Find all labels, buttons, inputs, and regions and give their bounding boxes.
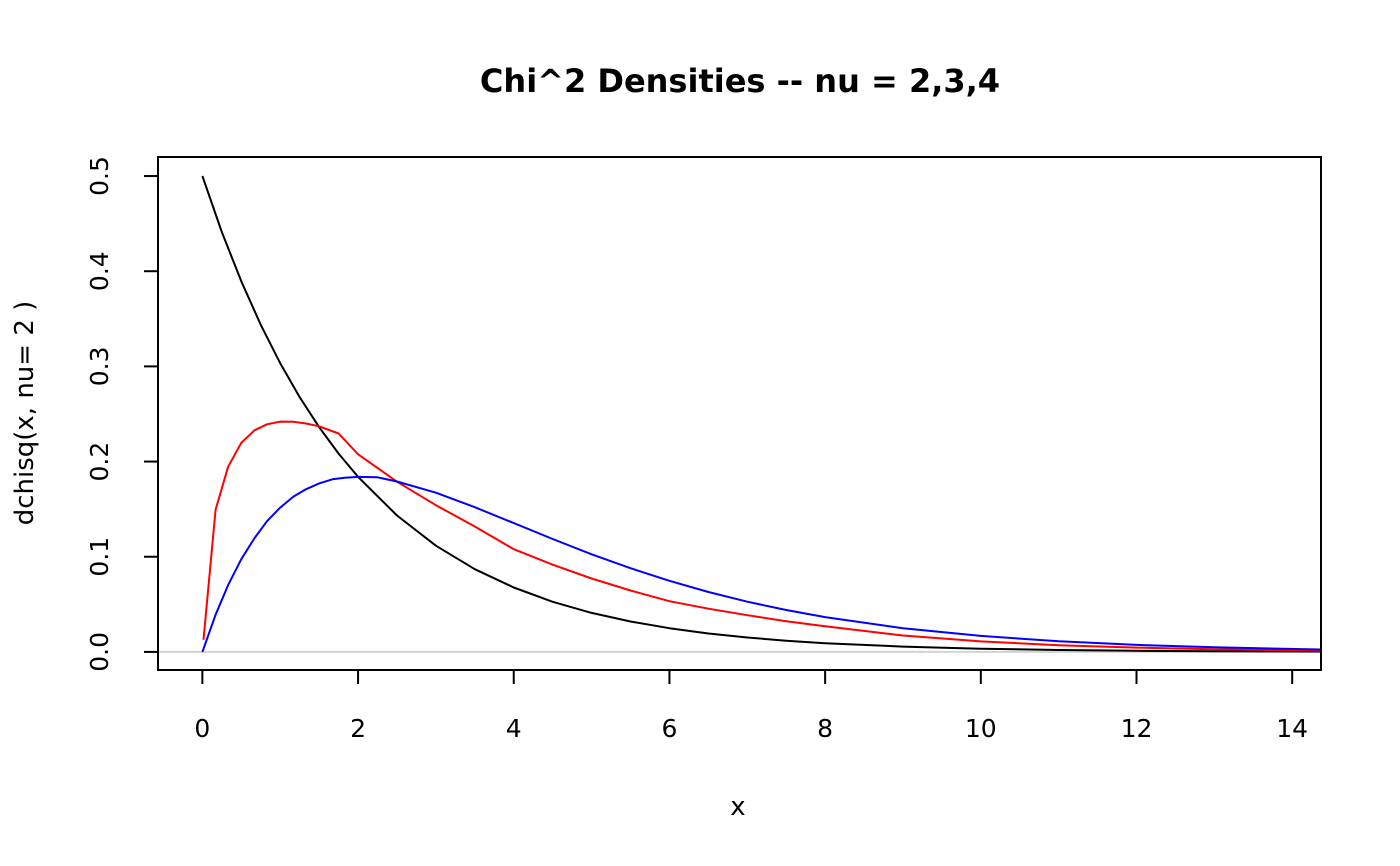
y-tick-label: 0.0 — [85, 632, 114, 672]
series-line-2 — [202, 420, 1322, 652]
x-tick-label: 4 — [506, 714, 522, 743]
y-tick-label: 0.3 — [85, 347, 114, 387]
y-tick-label: 0.4 — [85, 251, 114, 291]
chart-title: Chi^2 Densities -- nu = 2,3,4 — [480, 62, 1000, 100]
x-tick-label: 14 — [1276, 714, 1308, 743]
y-tick-label: 0.1 — [85, 537, 114, 577]
x-axis: 0 2 4 6 8 10 12 14 — [194, 669, 1308, 743]
x-axis-label: x — [730, 792, 745, 822]
x-tick-label: 2 — [350, 714, 366, 743]
y-axis-label: dchisq(x, nu= 2 ) — [10, 301, 40, 526]
x-tick-label: 6 — [661, 714, 677, 743]
x-tick-label: 10 — [965, 714, 997, 743]
x-tick-label: 12 — [1121, 714, 1153, 743]
y-tick-label: 0.5 — [85, 156, 114, 196]
series-line-1 — [201, 175, 1322, 653]
x-tick-label: 0 — [194, 714, 210, 743]
y-axis: 0.0 0.1 0.2 0.3 0.4 0.5 — [85, 156, 159, 672]
x-tick-label: 8 — [817, 714, 833, 743]
plot-frame — [157, 156, 1322, 671]
y-tick-label: 0.2 — [85, 442, 114, 482]
series-line-3 — [201, 475, 1322, 653]
